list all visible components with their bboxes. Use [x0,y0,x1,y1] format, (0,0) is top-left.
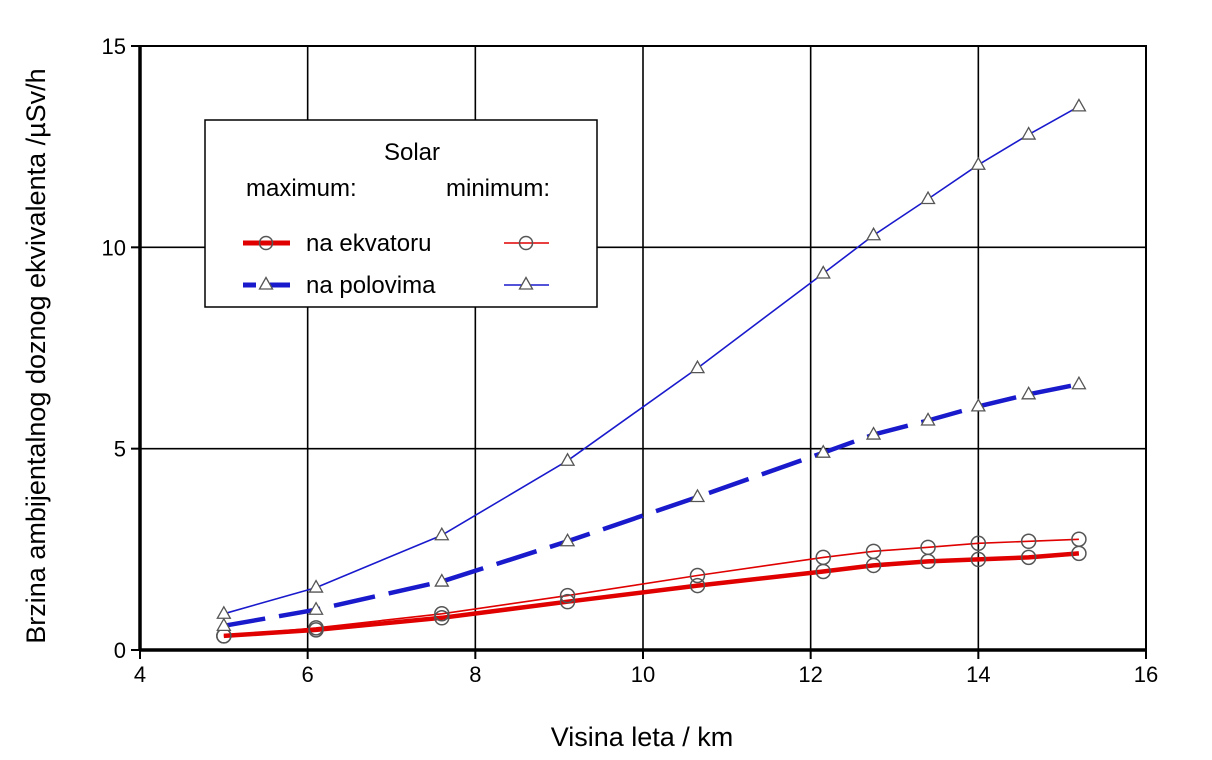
series-2-point-10 [1071,375,1087,390]
x-tick-label-5: 14 [966,662,990,687]
series-1-point-4 [689,567,706,584]
series-3-point-10 [1071,98,1087,112]
y-tick-label-2: 10 [102,235,126,260]
series-0-point-3 [559,593,576,610]
legend-marker-poles-max [258,276,274,290]
series-3-point-7 [920,190,936,205]
series-3-point-3 [559,452,576,466]
x-tick-label-4: 12 [798,662,822,687]
series-3-point-0 [216,605,232,619]
series-2-point-5 [815,444,831,458]
series-1-point-5 [815,549,831,566]
x-axis-title: Visina leta / km [551,722,734,752]
series-1-point-1 [308,620,324,636]
series-3-point-4 [689,359,706,374]
series-2-point-3 [559,532,576,547]
series-0-point-8 [970,551,987,568]
series-3-point-6 [865,226,882,241]
tick-labels: 4 6 8 10 12 14 16 0 5 10 15 [102,34,1159,687]
series-0-point-2 [434,610,450,626]
series-2-point-9 [1021,385,1037,400]
y-tick-label-0: 0 [114,638,126,663]
series-2-point-7 [920,412,936,426]
legend-column-maximum: maximum: [246,175,357,202]
series-3-point-9 [1021,126,1037,140]
series-1-point-2 [434,606,450,622]
series-1-point-7 [920,539,936,556]
series-0-point-9 [1020,549,1037,566]
series-1-point-3 [559,587,576,604]
series-line-1 [223,538,1079,637]
series-2-point-4 [689,488,706,503]
x-tick-label-1: 6 [302,662,314,687]
y-axis-title: Brzina ambijentalnog doznog ekvivalenta … [21,68,51,643]
x-tick-label-3: 10 [631,662,655,687]
series-lines [216,98,1087,644]
series-1-point-6 [865,543,882,560]
series-2-point-6 [865,426,882,440]
legend-box [204,119,598,308]
x-tick-label-2: 8 [469,662,481,687]
series-2-point-0 [216,617,232,631]
series-1-point-8 [970,535,987,552]
series-2-point-1 [308,601,324,615]
series-2-point-8 [970,398,986,412]
legend: Solar maximum: minimum: na ekvatoru na p… [204,119,598,308]
y-tick-label-1: 5 [114,437,126,462]
legend-label-equator: na ekvatoru [306,230,431,257]
series-2-point-2 [434,573,450,587]
legend-marker-equator-min [518,235,534,251]
legend-marker-poles-min [518,276,534,290]
series-3-point-5 [815,265,831,279]
axes [131,45,1147,659]
y-tick-label-3: 15 [102,34,126,59]
legend-title: Solar [384,139,440,166]
series-3-point-8 [970,156,986,170]
series-line-0 [223,551,1080,639]
series-3-point-1 [308,579,324,593]
series-1-point-10 [1071,531,1087,548]
legend-label-poles: na polovima [306,272,436,299]
legend-column-minimum: minimum: [446,175,550,202]
legend-marker-equator-max [258,235,274,251]
x-tick-label-6: 16 [1134,662,1158,687]
series-0-point-4 [689,577,706,594]
series-3-point-2 [434,526,450,541]
x-tick-label-0: 4 [134,662,146,687]
series-1-point-9 [1020,533,1037,550]
